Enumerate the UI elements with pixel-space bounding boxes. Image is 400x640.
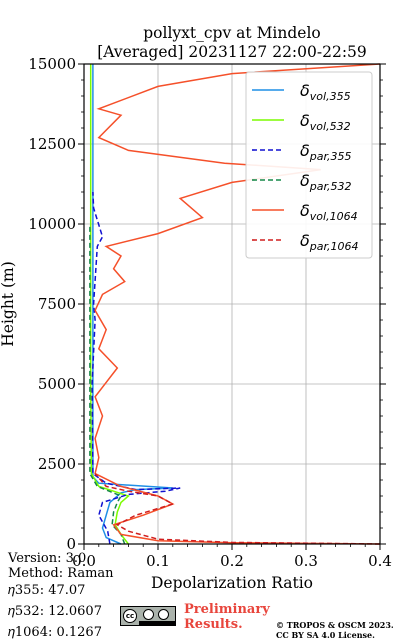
- axis-ticks: 0.0 0.1 0.2 0.3 0.4 0 2500 5000 7500 10000 12500 15…: [28, 55, 392, 570]
- y-tick-label: 12500: [28, 135, 76, 153]
- copyright-line1: © TROPOS & OSCM 2023.: [276, 620, 394, 630]
- eta532-text: 𝜂532: 12.0607: [8, 604, 102, 619]
- copyright-note: © TROPOS & OSCM 2023. CC BY SA 4.0 Licen…: [276, 620, 394, 640]
- x-tick-label: 0.0: [72, 552, 96, 570]
- data-lines: [89, 63, 381, 545]
- eta1064-text: 𝜂1064: 0.1267: [8, 625, 102, 640]
- method-text: Method: Raman: [8, 566, 114, 581]
- cc-license-badge: cc: [120, 606, 176, 626]
- x-tick-label: 0.1: [146, 552, 170, 570]
- series-line-2: [91, 191, 181, 545]
- y-axis-label: Height (m): [0, 261, 17, 347]
- cc-icon: cc: [123, 609, 137, 623]
- version-text: Version: 3.0: [8, 551, 87, 566]
- preliminary-note: Preliminary Results.: [184, 602, 270, 632]
- chart-subtitle: [Averaged] 20231127 22:00-22:59: [97, 43, 367, 61]
- footer-meta: Version: 3.0 Method: Raman 𝜂355: 47.07 𝜂…: [8, 551, 114, 640]
- prelim-line1: Preliminary: [184, 602, 270, 617]
- legend: δvol,355δvol,532δpar,355δpar,532δvol,106…: [245, 71, 373, 259]
- series-line-0: [92, 64, 173, 545]
- legend-box: [245, 71, 373, 259]
- sa-icon: [158, 609, 169, 620]
- badge-strip: [139, 621, 175, 626]
- x-tick-label: 0.2: [220, 552, 244, 570]
- series-line-3: [89, 224, 126, 545]
- by-icon: [143, 609, 154, 620]
- y-tick-label: 2500: [38, 455, 76, 473]
- series-line-5: [94, 473, 381, 545]
- chart-title: pollyxt_cpv at Mindelo: [143, 24, 321, 42]
- x-axis-label: Depolarization Ratio: [151, 574, 313, 592]
- x-tick-label: 0.3: [294, 552, 318, 570]
- series-line-4: [94, 63, 381, 545]
- y-tick-label: 0: [66, 535, 76, 553]
- y-tick-label: 7500: [38, 295, 76, 313]
- copyright-line2: CC BY SA 4.0 License.: [276, 630, 375, 640]
- eta355-text: 𝜂355: 47.07: [8, 583, 86, 598]
- y-tick-label: 5000: [38, 375, 76, 393]
- prelim-line2: Results.: [184, 617, 243, 632]
- y-tick-label: 15000: [28, 55, 76, 73]
- y-tick-label: 10000: [28, 215, 76, 233]
- x-tick-label: 0.4: [368, 552, 392, 570]
